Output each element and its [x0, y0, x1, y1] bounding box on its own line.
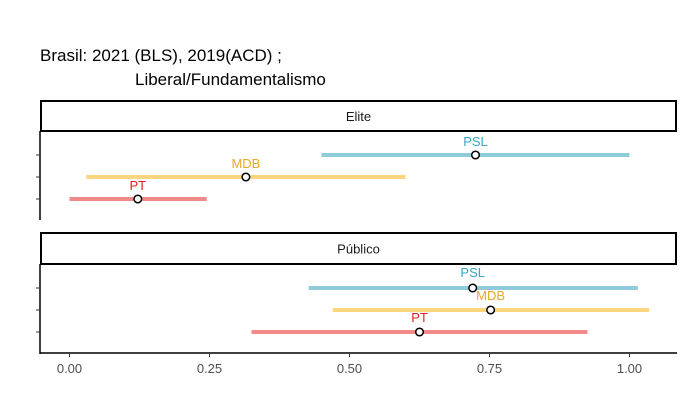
estimate-point-mdb [241, 172, 251, 182]
point-label-mdb: MDB [231, 156, 260, 171]
x-tick-label: 0.75 [477, 361, 502, 376]
point-label-mdb: MDB [476, 288, 505, 303]
point-label-pt: PT [411, 310, 428, 325]
estimate-point-pt [133, 194, 143, 204]
x-tick-label: 0.25 [197, 361, 222, 376]
x-axis: 0.00 0.25 0.50 0.75 1.00 [57, 353, 642, 376]
estimate-point-psl [470, 150, 481, 160]
x-tick-label: 0.00 [57, 361, 82, 376]
x-tick-label: 0.50 [337, 361, 362, 376]
estimate-point-mdb [486, 305, 496, 315]
estimate-point-pt [414, 327, 425, 337]
facet-0: Elite PSL MDB PT [36, 100, 677, 220]
point-label-pt: PT [130, 178, 147, 193]
facet-panels: Elite PSL MDB PT Público PSL MDB PT [36, 100, 677, 354]
estimate-point-psl [468, 283, 478, 293]
chart-title-line-2: Liberal/Fundamentalismo [135, 70, 326, 89]
facet-strip [40, 232, 677, 265]
chart-title-line-1: Brasil: 2021 (BLS), 2019(ACD) ; [40, 46, 282, 65]
facet-strip [40, 100, 677, 132]
facet-strip-label: Elite [346, 109, 371, 124]
x-tick-label: 1.00 [617, 361, 642, 376]
facet-strip-label: Público [337, 242, 380, 257]
point-label-psl: PSL [463, 134, 488, 149]
facet-1: Público PSL MDB PT [36, 232, 677, 354]
point-label-psl: PSL [460, 265, 485, 280]
